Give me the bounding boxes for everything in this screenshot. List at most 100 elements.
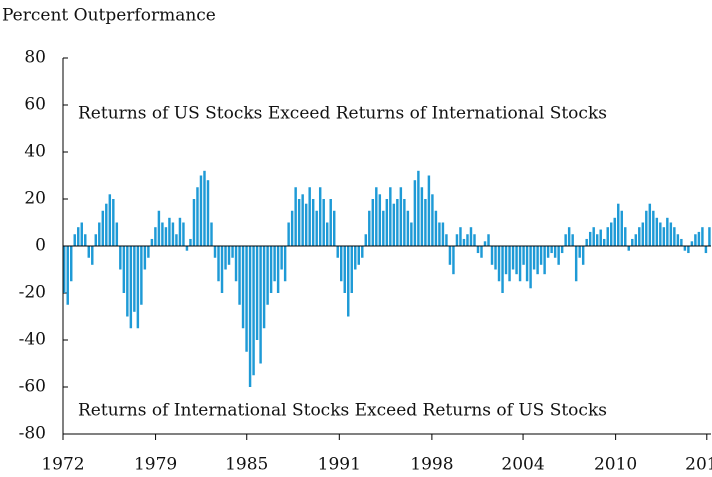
bar — [343, 246, 346, 293]
bar — [694, 234, 697, 246]
y-tick-label: -40 — [19, 330, 46, 350]
bar — [708, 227, 711, 246]
bar — [389, 187, 392, 246]
bar — [599, 229, 602, 246]
bar — [199, 175, 203, 246]
x-tick-label: 1991 — [318, 455, 361, 475]
bar — [115, 222, 119, 246]
y-tick-label: 20 — [24, 189, 46, 209]
bar — [259, 246, 262, 364]
bar — [645, 210, 648, 246]
bar — [445, 234, 448, 246]
bar — [273, 246, 276, 282]
bar — [480, 246, 483, 258]
bar — [196, 187, 199, 246]
bar — [662, 227, 666, 246]
bar — [297, 199, 301, 246]
bar — [375, 187, 378, 246]
bar — [701, 227, 704, 246]
bar — [220, 246, 224, 293]
bar — [357, 246, 360, 265]
bar — [603, 238, 606, 246]
bar — [347, 246, 350, 317]
bar — [101, 210, 105, 246]
bar — [487, 234, 490, 246]
bar — [203, 170, 206, 246]
bar — [70, 246, 73, 282]
bar — [248, 246, 252, 387]
x-tick-label: 1979 — [134, 455, 177, 475]
bar — [241, 246, 245, 329]
bar — [648, 203, 652, 246]
bar — [206, 180, 210, 246]
bar — [66, 246, 69, 305]
bar — [301, 194, 304, 246]
bar — [91, 246, 94, 265]
bar — [311, 199, 315, 246]
bar — [504, 246, 508, 275]
bar — [683, 246, 687, 251]
bar — [122, 246, 126, 293]
bar — [238, 246, 241, 305]
bar — [413, 180, 417, 246]
bar — [192, 199, 196, 246]
bar — [483, 241, 487, 246]
bar — [434, 210, 438, 246]
bar — [112, 199, 115, 246]
bar — [119, 246, 122, 270]
bar — [578, 246, 581, 258]
bar — [175, 234, 178, 246]
bar — [308, 187, 311, 246]
bar — [87, 246, 90, 258]
bar — [624, 227, 627, 246]
bar — [396, 199, 399, 246]
bar — [217, 246, 220, 282]
bar — [546, 246, 550, 258]
bar — [73, 234, 76, 246]
bar — [185, 246, 189, 251]
bar — [536, 246, 539, 275]
bar — [518, 246, 522, 282]
bar — [133, 246, 136, 312]
bar — [168, 217, 171, 246]
y-tick-label: -80 — [19, 424, 46, 444]
bar — [108, 194, 112, 246]
x-tick-label: 1998 — [410, 455, 453, 475]
bar — [690, 241, 694, 246]
bar — [532, 246, 536, 270]
bar — [427, 175, 431, 246]
bar — [210, 222, 213, 246]
bar — [182, 222, 185, 246]
bar — [529, 246, 532, 289]
bar — [571, 234, 574, 246]
bar — [354, 246, 357, 270]
bar — [150, 238, 154, 246]
bar — [508, 246, 511, 282]
bar — [136, 246, 140, 329]
bar — [392, 203, 396, 246]
bar — [469, 227, 473, 246]
bar — [336, 246, 339, 258]
bar — [466, 234, 469, 246]
bar — [659, 222, 662, 246]
bar — [364, 234, 368, 246]
annotation: Returns of US Stocks Exceed Returns of I… — [78, 104, 607, 124]
y-tick-label: 0 — [35, 236, 46, 256]
y-axis-label: Percent Outperformance — [2, 6, 216, 26]
bar — [234, 246, 238, 282]
bar — [255, 246, 259, 340]
bar — [459, 227, 462, 246]
bar — [652, 210, 655, 246]
bar — [294, 187, 297, 246]
bar — [697, 231, 701, 246]
y-tick-label: 40 — [24, 142, 46, 162]
bar — [501, 246, 504, 293]
bar — [231, 246, 234, 258]
bar — [269, 246, 273, 293]
bar — [318, 187, 322, 246]
bar — [224, 246, 227, 270]
x-tick-label: 2010 — [594, 455, 637, 475]
bar — [325, 222, 329, 246]
bar — [515, 246, 518, 275]
bar — [340, 246, 343, 282]
